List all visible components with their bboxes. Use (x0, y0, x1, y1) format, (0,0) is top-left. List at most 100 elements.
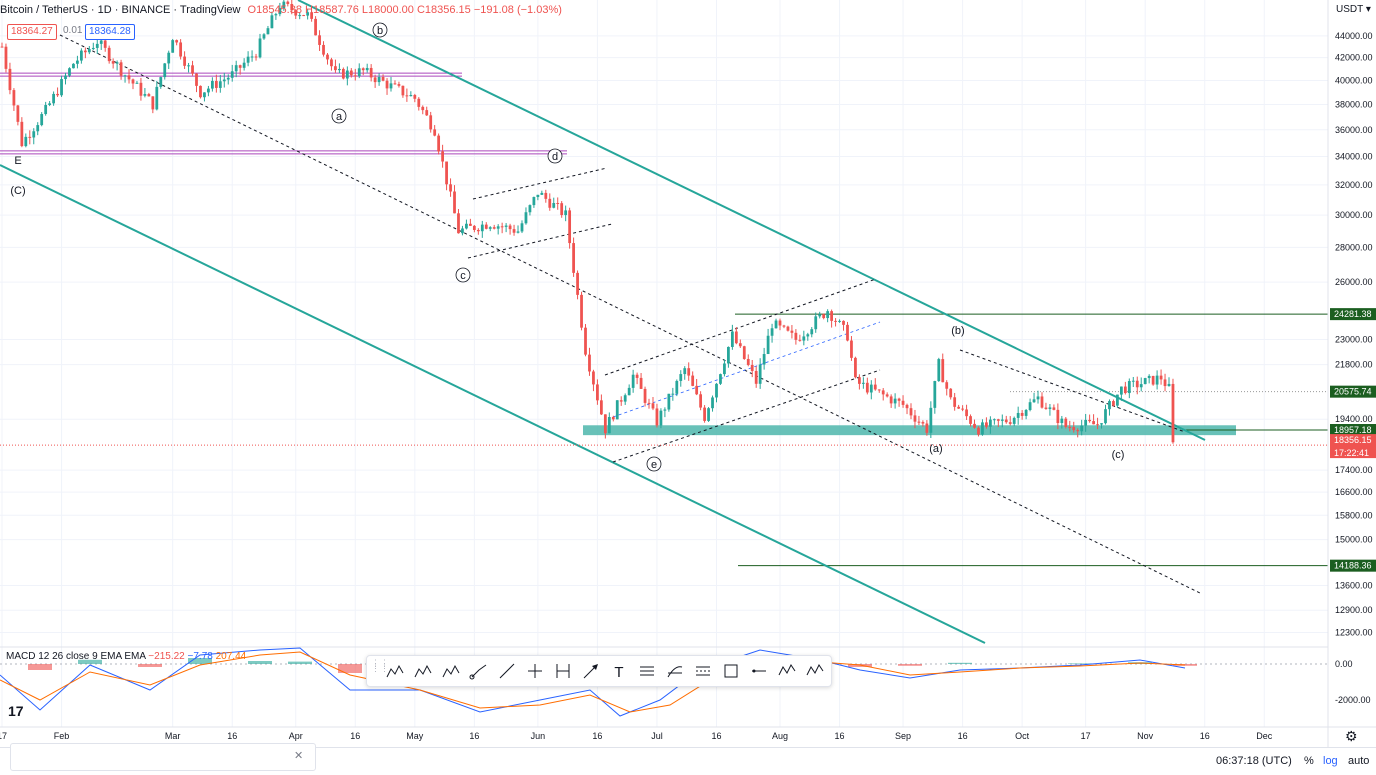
price-tick: 30000.00 (1335, 210, 1373, 220)
pattern-wy-icon[interactable] (801, 658, 829, 684)
candle-body (893, 398, 897, 404)
text-icon[interactable]: T (605, 658, 633, 684)
candle-body (1004, 419, 1008, 423)
chart-header: Bitcoin / TetherUS · 1D · BINANCE · Trad… (0, 4, 562, 16)
toolbar-grip-icon[interactable]: ⋮⋮ ⋮⋮ (371, 658, 389, 673)
wave-circle (455, 267, 471, 283)
candle-body (441, 151, 444, 162)
dashed-midline (612, 321, 881, 418)
price-label-bg (1330, 308, 1376, 321)
candle-body (599, 400, 603, 415)
regression-icon[interactable] (689, 658, 717, 684)
price-tick: 12300.00 (1335, 628, 1373, 638)
candle-body (72, 63, 75, 69)
candle-body (524, 212, 528, 224)
wave-label-d: d (547, 148, 563, 164)
channel-upper-line (297, 0, 1206, 441)
pattern-ac-icon[interactable] (409, 658, 437, 684)
pattern-wz-icon[interactable] (773, 658, 801, 684)
price-label: 18957.18 (1334, 425, 1372, 435)
parallel-channel-icon[interactable] (633, 658, 661, 684)
time-tick: 16 (350, 731, 360, 741)
log-scale-toggle[interactable]: log (1323, 755, 1338, 767)
price-tick: 21800.00 (1335, 360, 1373, 370)
candle-body (349, 70, 353, 76)
symbol-title[interactable]: Bitcoin / TetherUS · 1D · BINANCE · Trad… (0, 4, 241, 16)
candle-body (865, 382, 869, 393)
price-tick: 38000.00 (1335, 99, 1373, 109)
candle-body (1127, 381, 1131, 394)
rectangle-icon[interactable] (717, 658, 745, 684)
horizontal-line-icon[interactable] (745, 658, 773, 684)
candle-body (770, 328, 774, 336)
candle-body (639, 377, 643, 389)
candle-body (516, 231, 520, 233)
candle-body (326, 54, 329, 60)
candle-body (183, 56, 186, 66)
candle-body (143, 94, 147, 96)
drawing-toolbar[interactable]: ⋮⋮ ⋮⋮ T (366, 655, 832, 687)
time-tick: Aug (772, 731, 788, 741)
candle-body (607, 417, 611, 434)
candle-body (294, 10, 298, 16)
fib-icon[interactable] (661, 658, 689, 684)
pattern-ae-icon[interactable] (381, 658, 409, 684)
candle-body (139, 82, 143, 96)
candle-body (484, 224, 488, 229)
candle-body (64, 75, 67, 80)
macd-line-value: −7.78 (187, 651, 213, 662)
sell-button[interactable]: 18364.27 (7, 24, 57, 40)
macd-histogram-bar (138, 664, 162, 667)
auto-scale-toggle[interactable]: auto (1348, 755, 1370, 767)
candle-body (461, 228, 464, 234)
candle-body (1116, 394, 1119, 406)
candle-body (480, 224, 484, 232)
clock[interactable]: 06:37:18 (UTC) (1216, 755, 1292, 767)
gear-icon[interactable]: ⚙ (1345, 728, 1358, 744)
candle-body (992, 419, 996, 421)
price-label-bg (1330, 434, 1376, 459)
trend-line-icon[interactable] (493, 658, 521, 684)
candle-body (107, 47, 111, 62)
candle-body (1028, 402, 1032, 411)
time-tick: Nov (1137, 731, 1154, 741)
buy-button[interactable]: 18364.28 (85, 24, 135, 40)
candle-body (623, 395, 627, 402)
candle-body (885, 394, 889, 397)
candle-body (203, 92, 206, 98)
candle-body (548, 198, 552, 208)
candle-body (365, 67, 369, 71)
candle-body (254, 56, 258, 58)
trend-angle-icon[interactable] (465, 658, 493, 684)
candle-body (996, 419, 1000, 421)
candle-body (1096, 424, 1099, 426)
candle-body (786, 326, 790, 331)
macd-histogram-bar (898, 664, 922, 666)
time-tick: 17 (0, 731, 7, 741)
candle-body (1020, 412, 1024, 416)
arrow-icon[interactable] (577, 658, 605, 684)
candle-body (758, 364, 762, 384)
pattern-15-icon[interactable] (437, 658, 465, 684)
bottom-panel-tab[interactable] (10, 743, 316, 771)
price-tick: 15000.00 (1335, 535, 1373, 545)
candle-body (643, 388, 647, 403)
currency-label[interactable]: USDT ▾ (1336, 4, 1371, 15)
macd-tick: 0.00 (1335, 659, 1353, 669)
candle-body (1108, 401, 1111, 410)
candle-body (762, 354, 766, 365)
horizontal-ray-icon[interactable] (521, 658, 549, 684)
price-range-icon[interactable] (549, 658, 577, 684)
candle-body (1044, 407, 1048, 409)
candle-body (310, 12, 314, 19)
candle-body (536, 194, 540, 198)
candle-body (603, 414, 607, 434)
candle-body (135, 82, 139, 84)
footer-bar: ✕ 06:37:18 (UTC) % log auto (0, 743, 1376, 775)
percent-scale-toggle[interactable]: % (1304, 755, 1314, 767)
close-icon[interactable]: ✕ (294, 750, 304, 762)
time-tick: 16 (835, 731, 845, 741)
candle-body (131, 79, 135, 84)
time-tick: Jul (651, 731, 663, 741)
